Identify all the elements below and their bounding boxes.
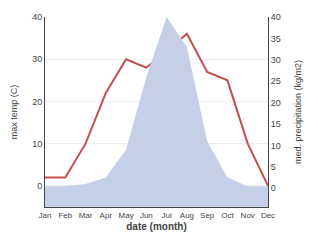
svg-text:Nov: Nov bbox=[241, 211, 255, 220]
svg-text:40: 40 bbox=[32, 12, 42, 22]
svg-text:Jan: Jan bbox=[39, 211, 52, 220]
svg-text:Jun: Jun bbox=[140, 211, 153, 220]
svg-text:Dec: Dec bbox=[261, 211, 275, 220]
svg-text:10: 10 bbox=[32, 139, 42, 149]
svg-text:med. precipitation (kg/m2): med. precipitation (kg/m2) bbox=[293, 60, 303, 164]
svg-text:0: 0 bbox=[37, 181, 42, 191]
svg-text:25: 25 bbox=[271, 76, 281, 86]
svg-text:Jul: Jul bbox=[162, 211, 172, 220]
svg-text:Aug: Aug bbox=[180, 211, 194, 220]
svg-text:May: May bbox=[119, 211, 134, 220]
svg-text:35: 35 bbox=[271, 34, 281, 44]
svg-text:Feb: Feb bbox=[58, 211, 72, 220]
svg-text:Mar: Mar bbox=[79, 211, 93, 220]
svg-text:10: 10 bbox=[271, 141, 281, 151]
svg-text:0: 0 bbox=[271, 183, 276, 193]
svg-text:date (month): date (month) bbox=[126, 221, 187, 232]
svg-text:20: 20 bbox=[32, 97, 42, 107]
svg-text:20: 20 bbox=[271, 98, 281, 108]
svg-text:Oct: Oct bbox=[221, 211, 234, 220]
svg-text:max temp (C): max temp (C) bbox=[9, 85, 19, 140]
svg-text:Sep: Sep bbox=[200, 211, 215, 220]
svg-text:5: 5 bbox=[271, 162, 276, 172]
svg-text:30: 30 bbox=[32, 54, 42, 64]
svg-text:Apr: Apr bbox=[100, 211, 113, 220]
svg-text:40: 40 bbox=[271, 12, 281, 22]
svg-text:30: 30 bbox=[271, 55, 281, 65]
svg-text:15: 15 bbox=[271, 119, 281, 129]
